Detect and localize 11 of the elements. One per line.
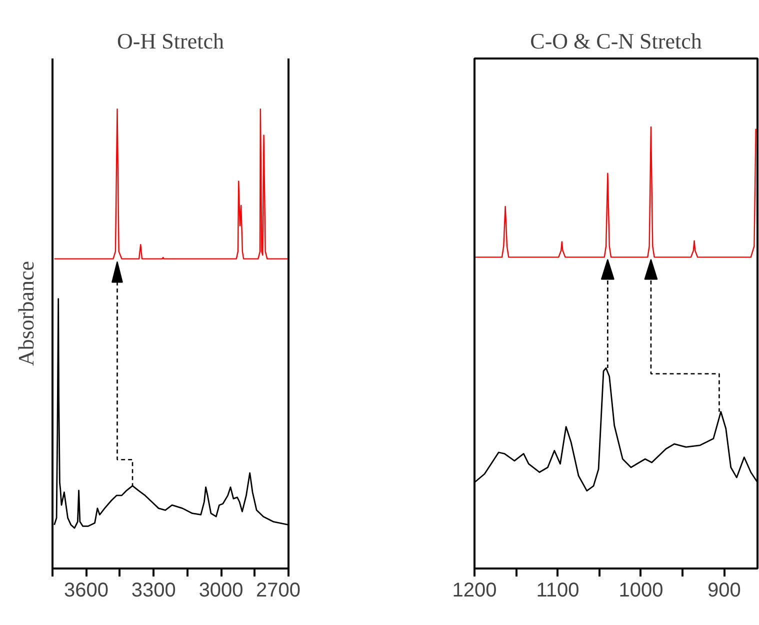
x-tick-label: 900 <box>708 580 741 602</box>
chart-title: C-O & C-N Stretch <box>530 28 702 54</box>
chart-title: O-H Stretch <box>117 28 224 54</box>
x-tick-label: 2700 <box>256 580 301 602</box>
x-tick-label: 1000 <box>618 580 664 602</box>
y-axis-title: Absorbance <box>14 260 38 366</box>
x-tick-label: 3000 <box>198 580 244 602</box>
x-tick-label: 3600 <box>64 580 108 602</box>
x-tick-label: 1100 <box>536 580 580 602</box>
x-tick-label: 1200 <box>452 580 497 602</box>
x-tick-label: 3300 <box>131 580 176 602</box>
